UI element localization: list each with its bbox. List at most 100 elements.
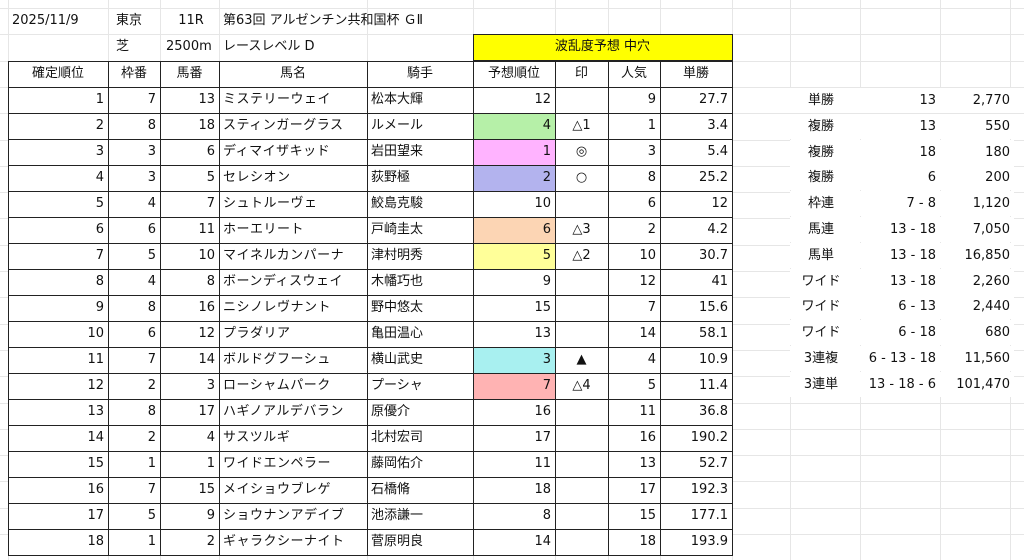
table-cell-rank[interactable]: 12 — [8, 373, 108, 399]
table-cell-mark[interactable] — [555, 295, 608, 321]
table-cell-mark[interactable] — [555, 87, 608, 113]
table-cell-uma[interactable]: 16 — [160, 295, 219, 321]
payout-type[interactable]: ワイド — [790, 294, 852, 319]
table-cell-name[interactable]: メイショウブレゲ — [219, 477, 367, 503]
table-cell-pop[interactable]: 17 — [608, 477, 660, 503]
table-cell-rank[interactable]: 11 — [8, 347, 108, 373]
payout-amount[interactable]: 2,770 — [940, 88, 1014, 113]
table-cell-mark[interactable]: △2 — [555, 243, 608, 269]
column-header[interactable]: 騎手 — [367, 61, 473, 87]
table-cell-waku[interactable]: 8 — [108, 113, 160, 139]
table-cell-odds[interactable]: 192.3 — [660, 477, 732, 503]
table-cell-jockey[interactable]: 松本大輝 — [367, 87, 473, 113]
table-cell-rank[interactable]: 18 — [8, 529, 108, 555]
table-cell-waku[interactable]: 7 — [108, 477, 160, 503]
table-cell-name[interactable]: ボルドグフーシュ — [219, 347, 367, 373]
table-cell-jockey[interactable]: 石橋脩 — [367, 477, 473, 503]
table-cell-jockey[interactable]: 北村宏司 — [367, 425, 473, 451]
table-cell-odds[interactable]: 177.1 — [660, 503, 732, 529]
table-cell-uma[interactable]: 11 — [160, 217, 219, 243]
payout-combo[interactable]: 13 — [852, 114, 940, 139]
table-cell-pred[interactable]: 15 — [473, 295, 555, 321]
table-cell-pop[interactable]: 6 — [608, 191, 660, 217]
payout-type[interactable]: 枠連 — [790, 191, 852, 216]
table-cell-odds[interactable]: 25.2 — [660, 165, 732, 191]
table-cell-pop[interactable]: 7 — [608, 295, 660, 321]
column-header[interactable]: 枠番 — [108, 61, 160, 87]
table-cell-mark[interactable] — [555, 529, 608, 555]
table-cell-odds[interactable]: 41 — [660, 269, 732, 295]
table-cell-rank[interactable]: 15 — [8, 451, 108, 477]
table-cell-rank[interactable]: 17 — [8, 503, 108, 529]
table-cell-pop[interactable]: 3 — [608, 139, 660, 165]
table-cell-waku[interactable]: 8 — [108, 399, 160, 425]
table-cell-waku[interactable]: 6 — [108, 321, 160, 347]
payout-type[interactable]: 3連複 — [790, 346, 852, 371]
table-cell-pred[interactable]: 5 — [473, 243, 555, 269]
table-cell-odds[interactable]: 52.7 — [660, 451, 732, 477]
table-cell-odds[interactable]: 15.6 — [660, 295, 732, 321]
payout-type[interactable]: 馬単 — [790, 243, 852, 268]
table-cell-waku[interactable]: 5 — [108, 243, 160, 269]
table-cell-mark[interactable]: ○ — [555, 165, 608, 191]
payout-amount[interactable]: 16,850 — [940, 243, 1014, 268]
table-cell-odds[interactable]: 11.4 — [660, 373, 732, 399]
table-cell-name[interactable]: ワイドエンペラー — [219, 451, 367, 477]
table-cell-name[interactable]: ミステリーウェイ — [219, 87, 367, 113]
table-cell-odds[interactable]: 190.2 — [660, 425, 732, 451]
table-cell-mark[interactable] — [555, 399, 608, 425]
table-cell-rank[interactable]: 4 — [8, 165, 108, 191]
table-cell-name[interactable]: ローシャムパーク — [219, 373, 367, 399]
table-cell-rank[interactable]: 5 — [8, 191, 108, 217]
table-cell-waku[interactable]: 2 — [108, 373, 160, 399]
table-cell-uma[interactable]: 18 — [160, 113, 219, 139]
table-cell-jockey[interactable]: 野中悠太 — [367, 295, 473, 321]
column-header[interactable]: 馬名 — [219, 61, 367, 87]
table-cell-mark[interactable] — [555, 269, 608, 295]
race-surface[interactable]: 芝 — [116, 39, 130, 54]
payout-amount[interactable]: 101,470 — [940, 372, 1014, 397]
table-cell-pred[interactable]: 4 — [473, 113, 555, 139]
payout-type[interactable]: ワイド — [790, 269, 852, 294]
table-cell-uma[interactable]: 2 — [160, 529, 219, 555]
table-cell-waku[interactable]: 8 — [108, 295, 160, 321]
payout-combo[interactable]: 6 — [852, 165, 940, 190]
table-cell-odds[interactable]: 193.9 — [660, 529, 732, 555]
race-venue[interactable]: 東京 — [116, 13, 143, 28]
table-cell-uma[interactable]: 5 — [160, 165, 219, 191]
table-cell-pred[interactable]: 3 — [473, 347, 555, 373]
column-header[interactable]: 予想順位 — [473, 61, 555, 87]
table-cell-pop[interactable]: 11 — [608, 399, 660, 425]
race-number[interactable]: 11R — [178, 13, 204, 28]
table-cell-mark[interactable]: △3 — [555, 217, 608, 243]
table-cell-pred[interactable]: 16 — [473, 399, 555, 425]
table-cell-pop[interactable]: 9 — [608, 87, 660, 113]
table-cell-uma[interactable]: 10 — [160, 243, 219, 269]
table-cell-jockey[interactable]: 木幡巧也 — [367, 269, 473, 295]
table-cell-jockey[interactable]: 菅原明良 — [367, 529, 473, 555]
payout-amount[interactable]: 7,050 — [940, 217, 1014, 242]
table-cell-jockey[interactable]: 岩田望来 — [367, 139, 473, 165]
table-cell-pop[interactable]: 15 — [608, 503, 660, 529]
payout-combo[interactable]: 13 - 18 - 6 — [852, 372, 940, 397]
column-header[interactable]: 馬番 — [160, 61, 219, 87]
table-cell-uma[interactable]: 17 — [160, 399, 219, 425]
table-cell-jockey[interactable]: ルメール — [367, 113, 473, 139]
table-cell-odds[interactable]: 3.4 — [660, 113, 732, 139]
table-cell-pop[interactable]: 5 — [608, 373, 660, 399]
table-cell-uma[interactable]: 15 — [160, 477, 219, 503]
table-cell-pred[interactable]: 17 — [473, 425, 555, 451]
table-cell-rank[interactable]: 10 — [8, 321, 108, 347]
table-cell-jockey[interactable]: 横山武史 — [367, 347, 473, 373]
table-cell-uma[interactable]: 4 — [160, 425, 219, 451]
table-cell-name[interactable]: プラダリア — [219, 321, 367, 347]
table-cell-odds[interactable]: 5.4 — [660, 139, 732, 165]
table-cell-uma[interactable]: 3 — [160, 373, 219, 399]
payout-amount[interactable]: 680 — [940, 320, 1014, 345]
table-cell-jockey[interactable]: プーシャ — [367, 373, 473, 399]
table-cell-waku[interactable]: 4 — [108, 269, 160, 295]
race-level[interactable]: レースレベル D — [223, 39, 315, 54]
table-cell-pop[interactable]: 4 — [608, 347, 660, 373]
table-cell-pred[interactable]: 10 — [473, 191, 555, 217]
table-cell-waku[interactable]: 6 — [108, 217, 160, 243]
